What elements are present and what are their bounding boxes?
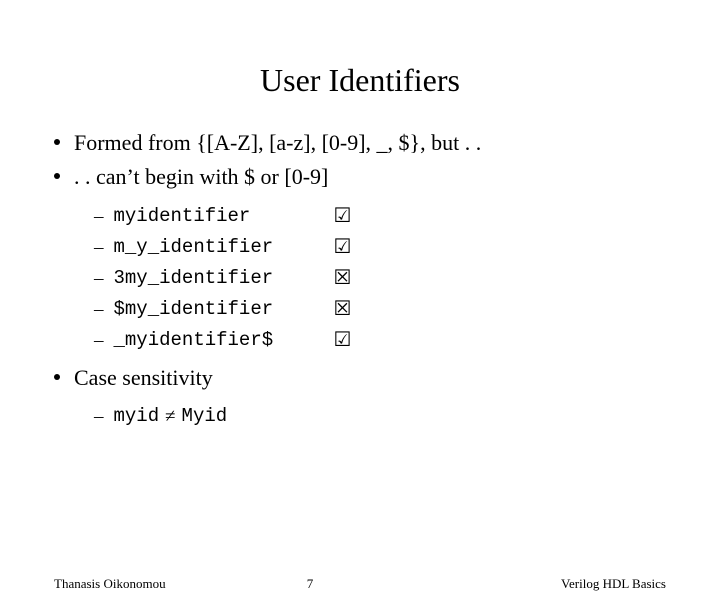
bullet-dot-icon xyxy=(54,173,60,179)
bullet-formed-from: Formed from {[A-Z], [a-z], [0-9], _, $},… xyxy=(54,127,680,159)
valid-icon: ☑ xyxy=(334,232,352,263)
bullet-text: Case sensitivity xyxy=(74,362,213,394)
not-equal-icon: ≠ xyxy=(165,402,175,431)
slide: User Identifiers Formed from {[A-Z], [a-… xyxy=(0,62,720,602)
identifier-text: 3my_identifier xyxy=(114,264,334,293)
example-row: – $my_identifier ☒ xyxy=(94,294,680,325)
bullet-text: Formed from {[A-Z], [a-z], [0-9], _, $},… xyxy=(74,127,481,159)
footer-topic: Verilog HDL Basics xyxy=(561,576,666,592)
dash-icon: – xyxy=(94,233,104,262)
example-row: – 3my_identifier ☒ xyxy=(94,263,680,294)
footer-page-number: 7 xyxy=(307,576,314,592)
bullet-text: . . can’t begin with $ or [0-9] xyxy=(74,161,328,193)
invalid-icon: ☒ xyxy=(334,294,352,325)
example-row: – m_y_identifier ☑ xyxy=(94,232,680,263)
bullet-dot-icon xyxy=(54,139,60,145)
identifier-text: _myidentifier$ xyxy=(114,326,334,355)
identifier-text: $my_identifier xyxy=(114,295,334,324)
case-lhs: myid xyxy=(114,402,160,431)
dash-icon: – xyxy=(94,402,104,431)
dash-icon: – xyxy=(94,295,104,324)
example-row: – _myidentifier$ ☑ xyxy=(94,325,680,356)
bullet-dot-icon xyxy=(54,374,60,380)
case-example-row: – myid ≠ Myid xyxy=(94,402,680,431)
case-rhs: Myid xyxy=(182,402,228,431)
bullet-cant-begin: . . can’t begin with $ or [0-9] xyxy=(54,161,680,193)
invalid-icon: ☒ xyxy=(334,263,352,294)
slide-title: User Identifiers xyxy=(0,62,720,99)
slide-content: Formed from {[A-Z], [a-z], [0-9], _, $},… xyxy=(54,127,680,431)
valid-icon: ☑ xyxy=(334,325,352,356)
dash-icon: – xyxy=(94,202,104,231)
valid-icon: ☑ xyxy=(334,201,352,232)
identifier-text: myidentifier xyxy=(114,202,334,231)
dash-icon: – xyxy=(94,264,104,293)
bullet-case-sensitivity: Case sensitivity xyxy=(54,362,680,394)
identifier-text: m_y_identifier xyxy=(114,233,334,262)
example-row: – myidentifier ☑ xyxy=(94,201,680,232)
dash-icon: – xyxy=(94,326,104,355)
